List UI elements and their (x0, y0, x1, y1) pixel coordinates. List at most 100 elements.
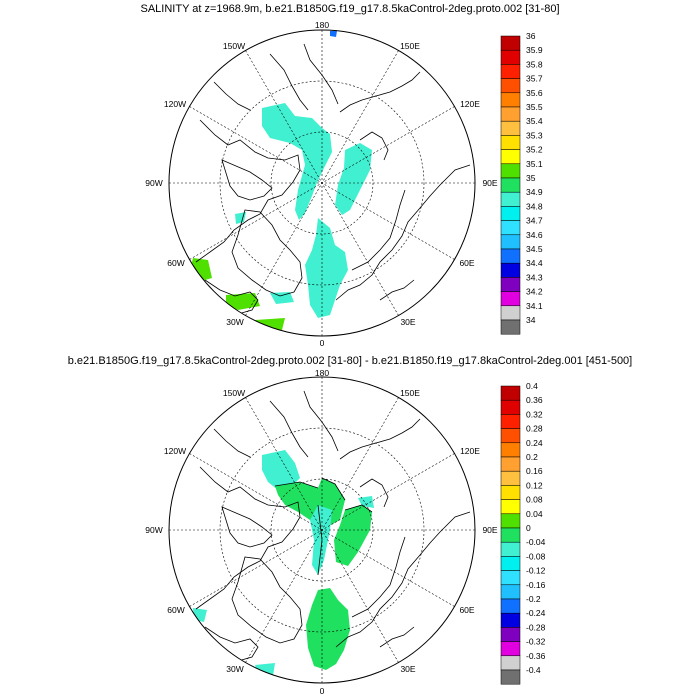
top-lon-labels: 180 150E 120E 90E 60E 30E 0 30W 60W 90W … (145, 20, 498, 348)
top-colorbar-swatch (500, 305, 521, 321)
bottom-colorbar-swatch (500, 598, 521, 614)
top-colorbar-swatch (500, 149, 521, 165)
top-colorbar-swatch (500, 262, 521, 278)
top-lon-label: 90W (145, 178, 162, 188)
bottom-colorbar-label: 0.4 (526, 381, 538, 391)
top-colorbar-swatch (500, 206, 521, 221)
top-field-patch-atlantic-inflow (305, 218, 348, 318)
bottom-colorbar-label: 0.28 (526, 424, 543, 434)
bottom-lon-labels: 180 150E 120E 90E 60E 30E 0 30W 60W 90W … (145, 368, 498, 696)
top-lon-label: 120W (164, 99, 186, 109)
top-colorbar-label: 35.3 (526, 130, 543, 140)
bottom-colorbar-swatch (500, 470, 521, 486)
top-colorbar-label: 35 (526, 173, 536, 183)
top-lon-label: 120E (460, 99, 480, 109)
bottom-field-patch-canada-cyan (262, 450, 300, 490)
top-lon-label: 90E (482, 178, 497, 188)
bottom-colorbar-swatch (500, 428, 521, 444)
bottom-colorbar-label: -0.4 (526, 665, 541, 675)
bottom-panel-title: b.e21.B1850G.f19_g17.8.5kaControl-2deg.p… (67, 355, 633, 367)
top-colorbar-swatch (500, 277, 521, 292)
bottom-colorbar-label: -0.08 (526, 551, 546, 561)
bottom-colorbar-label: 0.12 (526, 480, 543, 490)
top-lon-label: 0 (320, 338, 325, 348)
bottom-colorbar-swatch (500, 641, 521, 657)
bottom-colorbar-label: -0.24 (526, 608, 546, 618)
top-colorbar-swatch (500, 92, 521, 108)
top-field-patch-pole-blue (330, 31, 337, 37)
top-colorbar-label: 34.8 (526, 201, 543, 211)
bottom-colorbar-swatch (500, 655, 521, 671)
top-colorbar-swatch (500, 35, 521, 51)
top-colorbar-label: 34.4 (526, 258, 543, 268)
top-lon-label: 60E (459, 258, 474, 268)
bottom-colorbar-label: -0.36 (526, 651, 546, 661)
bottom-colorbar-swatch (500, 612, 521, 628)
bottom-graticule (169, 377, 475, 683)
bottom-colorbar-label: 0.36 (526, 395, 543, 405)
bottom-lon-label: 30E (400, 664, 415, 674)
bottom-colorbar-swatch (500, 456, 521, 472)
bottom-lon-label: 0 (320, 686, 325, 696)
top-colorbar-label: 35.1 (526, 159, 543, 169)
bottom-lon-label: 30W (226, 664, 243, 674)
bottom-colorbar-swatch (500, 669, 521, 685)
bottom-colorbar-label: -0.04 (526, 537, 546, 547)
bottom-colorbar-label: -0.28 (526, 622, 546, 632)
bottom-colorbar-label: -0.16 (526, 580, 546, 590)
bottom-lon-label: 90E (482, 525, 497, 535)
top-lon-label: 180 (315, 20, 329, 30)
top-colorbar-swatch (500, 319, 521, 335)
top-colorbar-swatch (500, 49, 521, 65)
bottom-colorbar-label: 0.16 (526, 466, 543, 476)
bottom-colorbar-swatch (500, 541, 521, 557)
top-lon-label: 30E (400, 317, 415, 327)
top-field-patch-irminger (255, 318, 285, 330)
top-map-panel: 180 150E 120E 90E 60E 30E 0 30W 60W 90W … (145, 20, 543, 348)
bottom-colorbar-swatch (500, 627, 521, 642)
bottom-colorbar-swatch (500, 513, 521, 529)
bottom-colorbar-swatch (500, 442, 521, 458)
top-colorbar-label: 35.9 (526, 45, 543, 55)
top-colorbar-swatch (500, 234, 521, 250)
bottom-colorbar-swatch (500, 499, 521, 515)
bottom-colorbar-swatch (500, 414, 521, 429)
bottom-colorbar-label: 0.32 (526, 409, 543, 419)
bottom-colorbar-label: 0.04 (526, 509, 543, 519)
bottom-colorbar-label: -0.12 (526, 566, 546, 576)
bottom-lon-label: 120W (164, 446, 186, 456)
top-colorbar-swatch (500, 291, 521, 307)
bottom-field-patch-atlantic-green (306, 588, 350, 670)
top-colorbar-label: 36 (526, 31, 536, 41)
bottom-colorbar-label: 0.08 (526, 495, 543, 505)
top-lon-label: 30W (226, 317, 243, 327)
top-colorbar-label: 34.3 (526, 272, 543, 282)
top-colorbar-label: 34.7 (526, 216, 543, 226)
top-salinity-field (190, 31, 372, 330)
top-colorbar-swatch (500, 135, 521, 150)
top-graticule (169, 30, 475, 336)
bottom-lon-label: 150E (400, 388, 420, 398)
top-lon-label: 150E (400, 41, 420, 51)
bottom-lon-label: 60E (459, 605, 474, 615)
top-field-patch-small-nordic (270, 292, 294, 304)
top-colorbar-swatch (500, 78, 521, 94)
bottom-colorbar-label: -0.2 (526, 594, 541, 604)
top-colorbar-swatch (500, 220, 521, 236)
top-colorbar-swatch (500, 120, 521, 136)
top-lon-label: 150W (223, 41, 245, 51)
top-colorbar-label: 35.6 (526, 88, 543, 98)
bottom-map-panel: 180 150E 120E 90E 60E 30E 0 30W 60W 90W … (145, 368, 545, 696)
top-colorbar-label: 34.6 (526, 230, 543, 240)
bottom-colorbar-swatch (500, 385, 521, 401)
bottom-lon-label: 150W (223, 388, 245, 398)
top-colorbar-label: 34.5 (526, 244, 543, 254)
top-colorbar-label: 35.2 (526, 145, 543, 155)
bottom-colorbar-swatch (500, 556, 521, 571)
top-lon-label: 60W (167, 258, 184, 268)
top-field-patch-greenland-sea (226, 293, 260, 310)
top-colorbar-label: 34.9 (526, 187, 543, 197)
bottom-colorbar-swatch (500, 485, 521, 500)
bottom-lon-label: 60W (167, 605, 184, 615)
top-colorbar-label: 35.5 (526, 102, 543, 112)
